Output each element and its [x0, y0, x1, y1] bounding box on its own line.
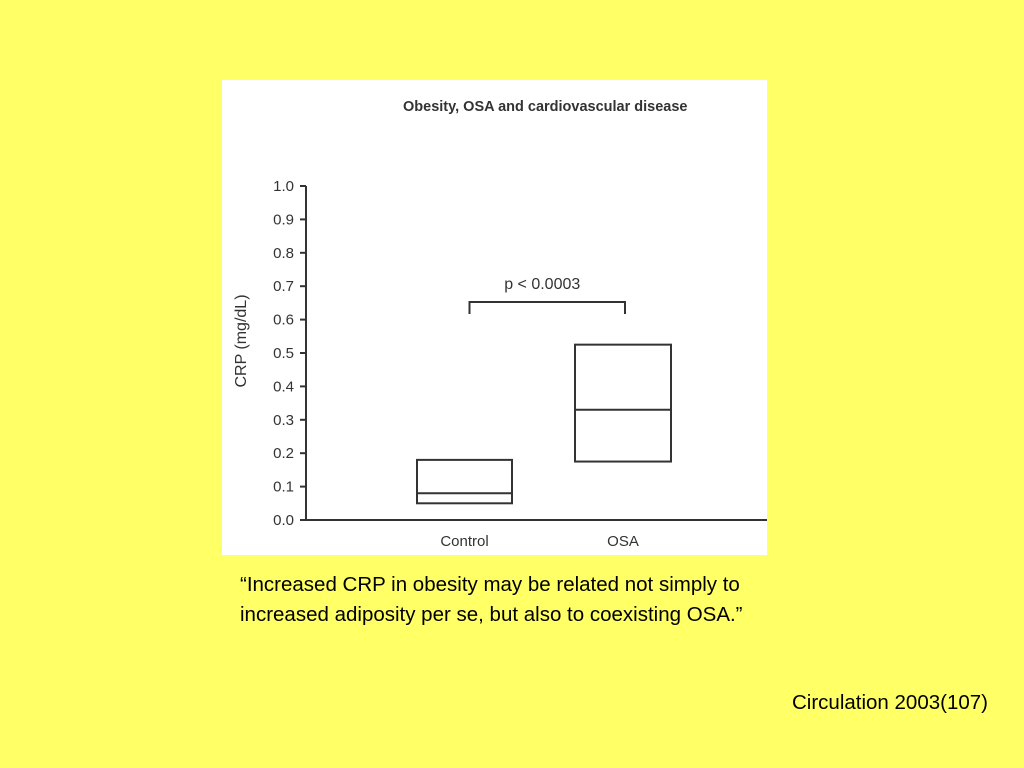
y-tick-label: 0.9: [273, 211, 294, 228]
chart-title: Obesity, OSA and cardiovascular disease: [403, 99, 688, 115]
boxes: [416, 343, 672, 505]
x-tick-label: Control: [440, 533, 488, 550]
y-tick-label: 0.3: [273, 412, 294, 429]
chart-figure: Obesity, OSA and cardiovascular disease …: [222, 80, 767, 555]
y-tick-label: 0.8: [273, 245, 294, 262]
significance-bracket: [468, 301, 626, 314]
y-tick-label: 0.7: [273, 278, 294, 295]
box-osa: [574, 343, 672, 463]
y-tick-label: 0.6: [273, 312, 294, 329]
p-value-label: p < 0.0003: [504, 276, 580, 293]
y-axis: 0.0 0.1 0.2 0.3 0.4 0.5 0.6 0.7 0.8 0.9 1.0: [273, 178, 307, 529]
citation: Circulation 2003(107): [791, 691, 988, 714]
y-tick-label: 1.0: [273, 178, 294, 195]
quote-text: “Increased CRP in obesity may be related…: [240, 570, 940, 630]
y-tick-label: 0.1: [273, 479, 294, 496]
box-plot-chart: Obesity, OSA and cardiovascular disease …: [233, 99, 767, 550]
y-tick-label: 0.4: [273, 378, 294, 395]
significance-annotation: p < 0.0003: [468, 276, 626, 314]
box-control: [416, 458, 513, 505]
quote-line-2: increased adiposity per se, but also to …: [240, 603, 743, 626]
y-tick-label: 0.5: [273, 345, 294, 362]
x-tick-label: OSA: [607, 533, 639, 550]
y-tick-label: 0.0: [273, 512, 294, 529]
y-tick-label: 0.2: [273, 445, 294, 462]
quote-line-1: “Increased CRP in obesity may be related…: [240, 573, 740, 596]
y-axis-label: CRP (mg/dL): [233, 294, 250, 387]
x-axis: Control OSA: [305, 519, 767, 550]
